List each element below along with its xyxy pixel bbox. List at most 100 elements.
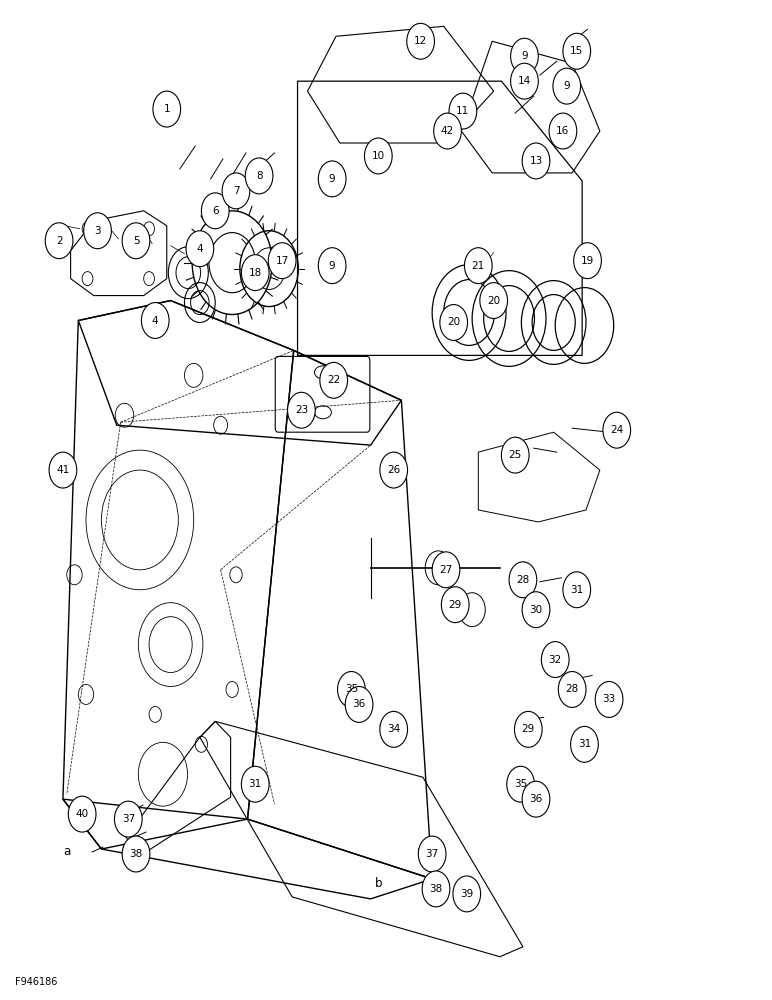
- Circle shape: [49, 452, 76, 488]
- Text: F946186: F946186: [15, 977, 58, 987]
- Text: 13: 13: [530, 156, 543, 166]
- Text: 14: 14: [518, 76, 531, 86]
- Text: 4: 4: [197, 244, 203, 254]
- Text: 38: 38: [429, 884, 442, 894]
- Text: 7: 7: [232, 186, 239, 196]
- Circle shape: [407, 23, 435, 59]
- Circle shape: [563, 33, 591, 69]
- Circle shape: [558, 672, 586, 707]
- Circle shape: [318, 161, 346, 197]
- Circle shape: [46, 223, 73, 259]
- Text: 28: 28: [516, 575, 530, 585]
- Circle shape: [440, 305, 468, 340]
- Circle shape: [380, 711, 408, 747]
- Circle shape: [506, 766, 534, 802]
- Text: 25: 25: [509, 450, 522, 460]
- Circle shape: [522, 143, 550, 179]
- Text: 12: 12: [414, 36, 427, 46]
- Circle shape: [418, 836, 446, 872]
- Circle shape: [122, 836, 150, 872]
- Circle shape: [320, 362, 347, 398]
- Text: 3: 3: [94, 226, 101, 236]
- Text: 8: 8: [256, 171, 262, 181]
- Text: 17: 17: [276, 256, 289, 266]
- Text: 31: 31: [571, 585, 584, 595]
- Text: 10: 10: [372, 151, 385, 161]
- Text: b: b: [374, 877, 382, 890]
- Circle shape: [522, 592, 550, 628]
- Circle shape: [595, 681, 623, 717]
- Text: 9: 9: [521, 51, 528, 61]
- Text: 28: 28: [566, 684, 579, 694]
- Text: 40: 40: [76, 809, 89, 819]
- Circle shape: [522, 781, 550, 817]
- Text: 1: 1: [164, 104, 170, 114]
- Text: 20: 20: [447, 317, 460, 327]
- Circle shape: [563, 572, 591, 608]
- Text: 16: 16: [557, 126, 570, 136]
- Circle shape: [287, 392, 315, 428]
- Circle shape: [603, 412, 631, 448]
- Text: 41: 41: [56, 465, 69, 475]
- Circle shape: [434, 113, 462, 149]
- Text: 26: 26: [387, 465, 401, 475]
- Circle shape: [553, 68, 581, 104]
- Text: 37: 37: [122, 814, 135, 824]
- Text: 24: 24: [610, 425, 624, 435]
- Text: 42: 42: [441, 126, 454, 136]
- Text: 22: 22: [327, 375, 340, 385]
- Circle shape: [442, 587, 469, 623]
- Text: 31: 31: [577, 739, 591, 749]
- Circle shape: [114, 801, 142, 837]
- Circle shape: [245, 158, 273, 194]
- Circle shape: [453, 876, 481, 912]
- Text: 39: 39: [460, 889, 473, 899]
- Circle shape: [186, 231, 214, 267]
- Text: 19: 19: [581, 256, 594, 266]
- Circle shape: [122, 223, 150, 259]
- Text: 29: 29: [449, 600, 462, 610]
- Circle shape: [422, 871, 450, 907]
- Circle shape: [242, 255, 269, 291]
- Text: 9: 9: [564, 81, 570, 91]
- Text: 9: 9: [329, 174, 336, 184]
- Circle shape: [337, 672, 365, 707]
- Circle shape: [318, 248, 346, 284]
- Text: 23: 23: [295, 405, 308, 415]
- Text: 33: 33: [602, 694, 616, 704]
- Text: 29: 29: [522, 724, 535, 734]
- Text: 21: 21: [472, 261, 485, 271]
- Circle shape: [510, 38, 538, 74]
- Circle shape: [509, 562, 537, 598]
- Circle shape: [83, 213, 111, 249]
- Text: 5: 5: [133, 236, 139, 246]
- Circle shape: [201, 193, 229, 229]
- Circle shape: [571, 726, 598, 762]
- Text: 27: 27: [439, 565, 452, 575]
- Text: 35: 35: [514, 779, 527, 789]
- Circle shape: [465, 248, 493, 284]
- Text: 36: 36: [353, 699, 366, 709]
- Circle shape: [242, 766, 269, 802]
- Circle shape: [141, 303, 169, 338]
- Circle shape: [153, 91, 181, 127]
- Circle shape: [541, 642, 569, 678]
- Text: 31: 31: [249, 779, 262, 789]
- Circle shape: [501, 437, 529, 473]
- Text: 36: 36: [530, 794, 543, 804]
- Text: 34: 34: [387, 724, 401, 734]
- Text: 11: 11: [456, 106, 469, 116]
- Text: a: a: [63, 845, 70, 858]
- Text: 20: 20: [487, 296, 500, 306]
- Circle shape: [549, 113, 577, 149]
- Circle shape: [364, 138, 392, 174]
- Circle shape: [449, 93, 477, 129]
- Text: 35: 35: [345, 684, 358, 694]
- Text: 15: 15: [571, 46, 584, 56]
- Text: 38: 38: [130, 849, 143, 859]
- Circle shape: [574, 243, 601, 279]
- Text: 4: 4: [152, 316, 158, 326]
- Text: 30: 30: [530, 605, 543, 615]
- Text: 37: 37: [425, 849, 438, 859]
- Circle shape: [269, 243, 296, 279]
